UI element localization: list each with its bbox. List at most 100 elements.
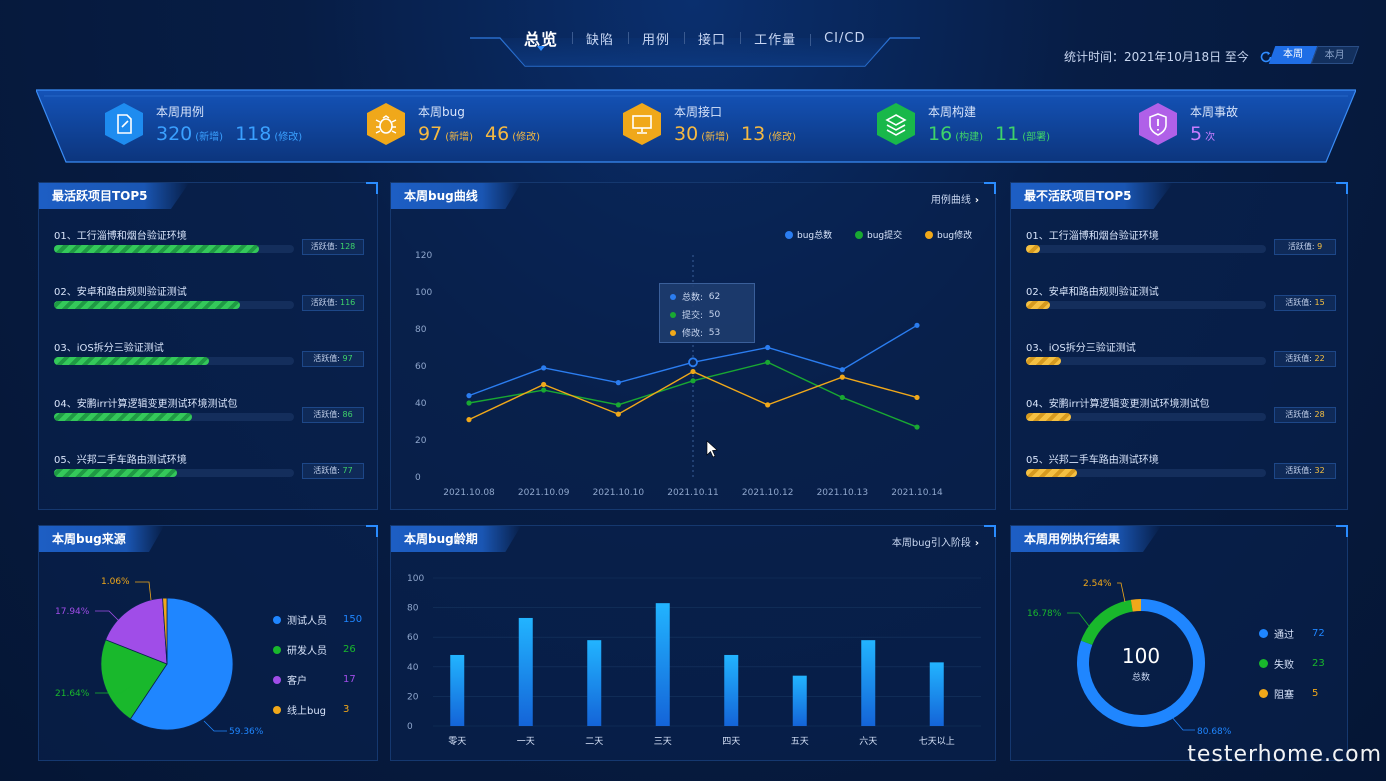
bug-age-chart: 0 20 40 60 80 100 零天 一天 二天 三天 四天 五天 六天 七天以上 bbox=[407, 574, 981, 747]
data-point[interactable] bbox=[615, 411, 621, 417]
data-point[interactable] bbox=[690, 378, 696, 384]
bar[interactable] bbox=[450, 654, 465, 726]
activity-value: 22 bbox=[1314, 354, 1325, 363]
pie-slice[interactable] bbox=[100, 639, 168, 720]
bar[interactable] bbox=[929, 662, 944, 726]
bar[interactable] bbox=[518, 617, 533, 726]
mouse-cursor-icon bbox=[706, 440, 718, 458]
bug-icon bbox=[367, 103, 405, 145]
legend-label: 通过 bbox=[1274, 630, 1294, 641]
donut-segment[interactable] bbox=[1130, 599, 1142, 612]
pie-slice[interactable] bbox=[129, 597, 234, 731]
bar[interactable] bbox=[724, 654, 739, 726]
activity-badge-label: 活跃值: bbox=[1285, 298, 1312, 307]
tooltip-value: 53 bbox=[708, 327, 721, 338]
y-tick-label: 80 bbox=[415, 325, 427, 335]
data-point[interactable] bbox=[765, 344, 771, 351]
legend-dot bbox=[670, 293, 676, 300]
tab-overview[interactable]: 总览 bbox=[510, 26, 572, 51]
leader-line bbox=[95, 610, 120, 622]
legend-item[interactable]: 线上bug 3 bbox=[273, 702, 349, 717]
project-row[interactable]: 04、安鹏irr计算逻辑变更测试环境测试包 活跃值: 86 bbox=[54, 395, 364, 423]
data-point[interactable] bbox=[765, 402, 771, 408]
data-point[interactable] bbox=[839, 394, 845, 401]
bar[interactable] bbox=[655, 603, 670, 726]
activity-value: 15 bbox=[1314, 298, 1325, 307]
data-point[interactable] bbox=[541, 381, 547, 388]
legend-item[interactable]: 测试人员 150 bbox=[273, 612, 362, 627]
legend-item[interactable]: 客户 17 bbox=[273, 672, 356, 687]
legend-item[interactable]: 阻塞 5 bbox=[1259, 686, 1318, 701]
legend-value: 26 bbox=[343, 644, 356, 655]
donut-total-value: 100 bbox=[1121, 644, 1161, 668]
legend-item[interactable]: 失败 23 bbox=[1259, 656, 1325, 671]
y-tick-label: 60 bbox=[407, 633, 419, 643]
data-point[interactable] bbox=[615, 402, 621, 408]
pie-slice[interactable] bbox=[162, 597, 168, 665]
stat-label: 本周bug bbox=[418, 105, 465, 119]
activity-bar-track bbox=[1026, 413, 1266, 421]
period-week-button[interactable]: 本周 bbox=[1268, 46, 1318, 64]
data-point[interactable] bbox=[839, 374, 845, 380]
project-row[interactable]: 01、工行淄博和烟台验证环境 活跃值: 9 bbox=[1026, 227, 1336, 255]
data-point[interactable] bbox=[690, 368, 696, 375]
y-tick-label: 0 bbox=[415, 473, 421, 483]
project-row[interactable]: 05、兴邦二手车路由测试环境 活跃值: 32 bbox=[1026, 451, 1336, 479]
tab-defects-label: 缺陷 bbox=[586, 32, 615, 48]
project-row[interactable]: 04、安鹏irr计算逻辑变更测试环境测试包 活跃值: 28 bbox=[1026, 395, 1336, 423]
data-point[interactable] bbox=[466, 417, 472, 423]
active-tab-caret bbox=[537, 46, 545, 51]
case-curve-link[interactable]: 用例曲线 › bbox=[931, 191, 979, 206]
legend-dot bbox=[273, 615, 281, 624]
banner-background bbox=[36, 89, 1356, 163]
data-point[interactable] bbox=[914, 322, 920, 328]
activity-bar-fill bbox=[54, 413, 192, 421]
project-name: 05、兴邦二手车路由测试环境 bbox=[54, 455, 187, 466]
tab-workload[interactable]: 工作量 bbox=[740, 29, 810, 48]
tab-api[interactable]: 接口 bbox=[684, 29, 740, 48]
project-row[interactable]: 02、安卓和路由规则验证测试 活跃值: 116 bbox=[54, 283, 364, 311]
stat-weekly-builds: 本周构建 16 (构建) 11 (部署) bbox=[876, 102, 1062, 146]
period-month-button[interactable]: 本月 bbox=[1310, 46, 1360, 64]
activity-badge: 活跃值: 28 bbox=[1274, 407, 1336, 423]
tooltip-value: 50 bbox=[708, 309, 721, 320]
data-point[interactable] bbox=[466, 393, 472, 399]
data-point[interactable] bbox=[541, 387, 547, 393]
data-point[interactable] bbox=[914, 424, 920, 430]
data-point[interactable] bbox=[615, 380, 621, 386]
data-point[interactable] bbox=[914, 394, 920, 401]
legend-dot bbox=[1259, 689, 1268, 698]
donut-segment[interactable] bbox=[1077, 599, 1205, 727]
project-row[interactable]: 03、iOS拆分三验证测试 活跃值: 97 bbox=[54, 339, 364, 367]
data-point[interactable] bbox=[466, 400, 472, 406]
bug-stage-link[interactable]: 本周bug引入阶段 › bbox=[892, 534, 979, 549]
bar[interactable] bbox=[792, 675, 807, 726]
data-point[interactable] bbox=[688, 357, 698, 368]
bar[interactable] bbox=[861, 640, 876, 726]
bar[interactable] bbox=[587, 640, 602, 726]
data-point[interactable] bbox=[839, 367, 845, 373]
legend-dot bbox=[273, 705, 281, 714]
activity-bar-track bbox=[54, 413, 294, 421]
tab-defects[interactable]: 缺陷 bbox=[572, 29, 628, 48]
tab-cicd[interactable]: CI/CD bbox=[810, 31, 879, 46]
donut-pct-label: 80.68% bbox=[1197, 727, 1232, 737]
donut-segment[interactable] bbox=[1081, 599, 1133, 646]
data-point[interactable] bbox=[541, 365, 547, 371]
data-point[interactable] bbox=[765, 359, 771, 365]
legend-item[interactable]: 通过 72 bbox=[1259, 626, 1325, 641]
project-row[interactable]: 02、安卓和路由规则验证测试 活跃值: 15 bbox=[1026, 283, 1336, 311]
stat-time-value: 2021年10月18日 至今 bbox=[1124, 50, 1249, 64]
legend-label: 研发人员 bbox=[287, 646, 327, 657]
legend-item[interactable]: 研发人员 26 bbox=[273, 642, 356, 657]
y-tick-label: 100 bbox=[407, 574, 424, 584]
project-row[interactable]: 03、iOS拆分三验证测试 活跃值: 22 bbox=[1026, 339, 1336, 367]
project-name: 05、兴邦二手车路由测试环境 bbox=[1026, 455, 1159, 466]
tab-cases[interactable]: 用例 bbox=[628, 29, 684, 48]
project-row[interactable]: 05、兴邦二手车路由测试环境 活跃值: 77 bbox=[54, 451, 364, 479]
y-tick-label: 100 bbox=[415, 288, 432, 298]
project-row[interactable]: 01、工行淄博和烟台验证环境 活跃值: 128 bbox=[54, 227, 364, 255]
pie-slice[interactable] bbox=[105, 597, 168, 665]
panel-title: 本周用例执行结果 bbox=[1011, 526, 1161, 552]
stat-tag-secondary: (修改) bbox=[512, 132, 540, 143]
